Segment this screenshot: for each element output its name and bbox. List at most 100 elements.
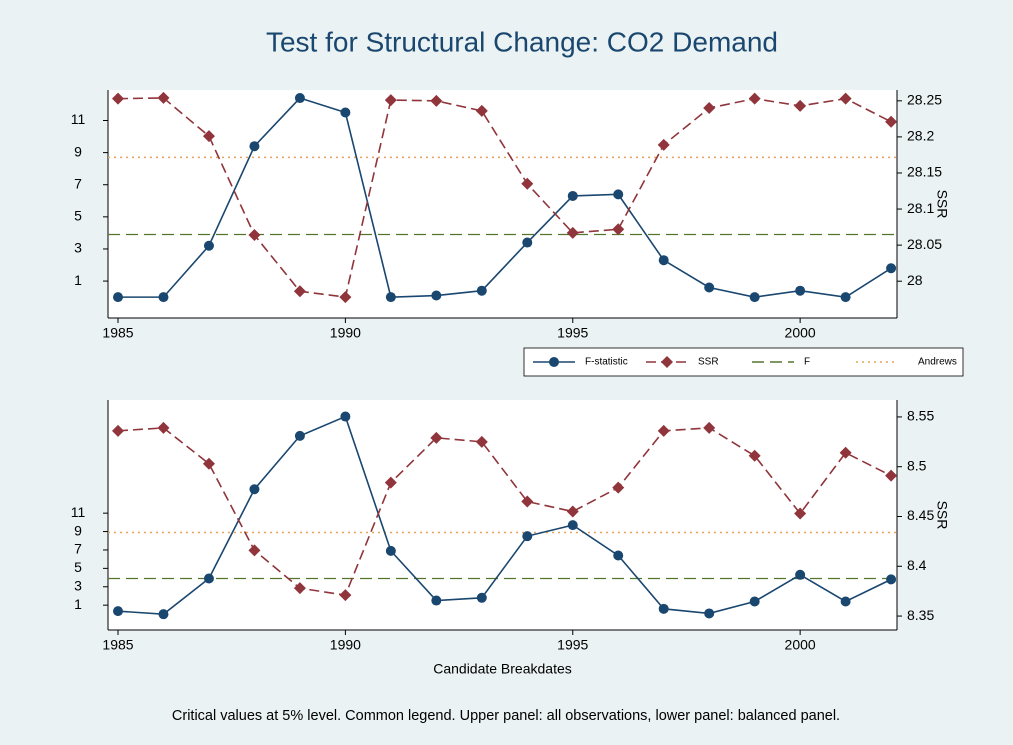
marker (612, 223, 625, 236)
legend-box (523, 347, 964, 377)
legend-label: F (804, 357, 810, 368)
y2-axis-title: SSR (934, 501, 950, 530)
x-tick-label: 1985 (102, 325, 133, 341)
marker (112, 92, 125, 105)
marker (794, 99, 807, 112)
x-tick-label: 1995 (557, 325, 588, 341)
marker (613, 550, 624, 561)
marker (203, 573, 214, 584)
series-line (117, 427, 892, 597)
plot-area (108, 400, 897, 630)
marker (113, 292, 124, 303)
y-tick-label: 1 (74, 272, 82, 288)
marker (748, 449, 761, 462)
marker (340, 107, 351, 118)
x-tick-label: 2000 (785, 325, 816, 341)
marker (522, 237, 533, 248)
marker (384, 94, 397, 107)
marker (703, 102, 716, 115)
x-tick-label: 1995 (557, 637, 588, 653)
y2-tick-label: 8.45 (907, 507, 934, 523)
marker (475, 435, 488, 448)
marker (657, 138, 670, 151)
legend-label: F-statistic (585, 357, 628, 368)
marker (248, 229, 261, 242)
x-tick-label: 2000 (785, 637, 816, 653)
marker (840, 596, 851, 607)
y2-tick-label: 8.35 (907, 607, 934, 623)
series-line (117, 97, 892, 298)
marker (430, 431, 443, 444)
marker (203, 240, 214, 251)
x-tick-label: 1990 (330, 325, 361, 341)
marker (476, 285, 487, 296)
marker (885, 115, 898, 128)
marker (749, 596, 760, 607)
marker (248, 544, 261, 557)
marker (658, 603, 669, 614)
marker (158, 292, 169, 303)
marker (703, 421, 716, 434)
marker (476, 592, 487, 603)
marker (612, 481, 625, 494)
marker (886, 263, 897, 274)
y-tick-label: 5 (74, 208, 82, 224)
x-tick-label: 1990 (330, 637, 361, 653)
y-tick-label: 3 (74, 577, 82, 593)
marker (886, 574, 897, 585)
y-tick-label: 5 (74, 559, 82, 575)
marker (566, 505, 579, 518)
y-tick-label: 1 (74, 596, 82, 612)
marker (748, 92, 761, 105)
legend-marker (549, 357, 559, 367)
marker (475, 104, 488, 117)
marker (839, 446, 852, 459)
y2-tick-label: 8.4 (907, 557, 927, 573)
marker (704, 608, 715, 619)
marker (430, 94, 443, 107)
title: Test for Structural Change: CO2 Demand (266, 26, 778, 57)
marker (157, 91, 170, 104)
y-tick-label: 7 (74, 175, 82, 191)
marker (704, 282, 715, 293)
marker (794, 507, 807, 520)
y-tick-label: 7 (74, 541, 82, 557)
marker (885, 469, 898, 482)
marker (613, 189, 624, 200)
y-tick-label: 11 (71, 504, 86, 520)
marker (566, 226, 579, 239)
y2-tick-label: 28.25 (907, 92, 942, 108)
marker (202, 457, 215, 470)
y2-tick-label: 28.1 (907, 200, 934, 216)
y2-tick-label: 28 (907, 272, 923, 288)
marker (795, 285, 806, 296)
marker (249, 141, 260, 152)
marker (839, 92, 852, 105)
marker (522, 531, 533, 542)
note: Critical values at 5% level. Common lege… (172, 708, 840, 724)
x-tick-label: 1985 (102, 637, 133, 653)
series-line (117, 415, 892, 615)
marker (339, 291, 352, 304)
y2-axis-title: SSR (934, 190, 950, 219)
marker (840, 292, 851, 303)
marker (567, 520, 578, 531)
marker (567, 190, 578, 201)
y2-tick-label: 28.2 (907, 128, 934, 144)
series-line (118, 97, 892, 298)
marker (385, 545, 396, 556)
marker (385, 292, 396, 303)
y-tick-label: 11 (71, 111, 86, 127)
legend-marker (661, 356, 673, 368)
marker (158, 609, 169, 620)
marker (293, 582, 306, 595)
marker (658, 255, 669, 266)
y-tick-label: 9 (74, 143, 82, 159)
plot-area (108, 90, 897, 318)
marker (795, 569, 806, 580)
marker (202, 130, 215, 143)
x-axis-title: Candidate Breakdates (433, 661, 572, 677)
marker (294, 430, 305, 441)
marker (339, 589, 352, 602)
